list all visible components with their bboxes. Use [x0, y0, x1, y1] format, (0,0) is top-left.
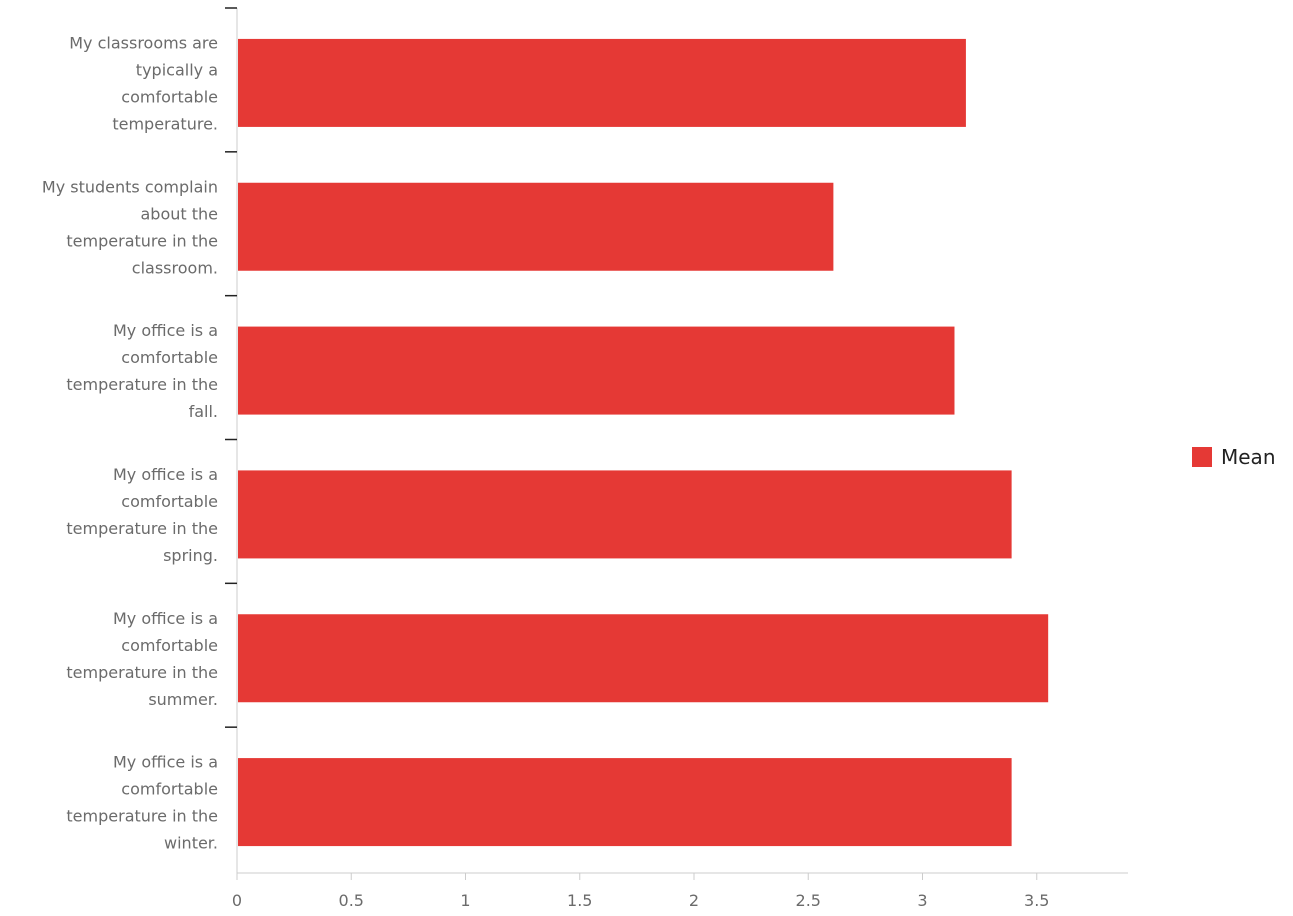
category-label-line: comfortable — [121, 87, 218, 106]
x-tick-label: 3 — [917, 891, 927, 910]
category-label-line: My office is a — [113, 609, 218, 628]
category-label-5: My office is a comfortable temperature in … — [66, 609, 218, 709]
category-label-line: My classrooms are — [69, 33, 218, 52]
category-label-line: summer. — [148, 690, 218, 709]
bar-1 — [238, 38, 966, 127]
category-label-line: temperature in the — [66, 663, 218, 682]
x-tick-label: 0 — [232, 891, 242, 910]
category-label-line: My students complain — [42, 177, 218, 196]
category-label-4: My office is a comfortable temperature in … — [66, 465, 218, 565]
category-label-2: My students complain about the temperature… — [42, 177, 218, 277]
x-tick-label: 1 — [460, 891, 470, 910]
legend-label: Mean — [1221, 445, 1276, 469]
category-label-line: fall. — [189, 402, 218, 421]
category-label-line: temperature. — [112, 114, 218, 133]
category-label-6: My office is a comfortable temperature in … — [66, 753, 218, 853]
category-label-line: temperature in the — [66, 375, 218, 394]
bar-3 — [238, 326, 955, 415]
category-label-line: comfortable — [121, 492, 218, 511]
category-label-line: about the — [140, 204, 218, 223]
category-label-line: temperature in the — [66, 519, 218, 538]
bar-4 — [238, 470, 1012, 559]
category-label-1: My classrooms are typically a comfortable t… — [69, 33, 218, 133]
x-tick-label: 2 — [689, 891, 699, 910]
category-label-line: comfortable — [121, 636, 218, 655]
category-label-line: classroom. — [132, 258, 218, 277]
category-label-line: winter. — [164, 834, 218, 853]
category-label-3: My office is a comfortable temperature in … — [66, 321, 218, 421]
x-tick-label: 3.5 — [1024, 891, 1049, 910]
category-label-line: typically a — [136, 60, 218, 79]
bar-6 — [238, 758, 1012, 847]
bar-5 — [238, 614, 1049, 703]
legend-swatch — [1192, 447, 1212, 467]
category-label-line: temperature in the — [66, 807, 218, 826]
category-label-line: My office is a — [113, 753, 218, 772]
x-tick-label: 2.5 — [796, 891, 821, 910]
x-tick-label: 1.5 — [567, 891, 592, 910]
category-label-line: comfortable — [121, 348, 218, 367]
category-label-line: My office is a — [113, 465, 218, 484]
category-label-line: temperature in the — [66, 231, 218, 250]
bar-2 — [238, 182, 834, 271]
x-tick-label: 0.5 — [339, 891, 364, 910]
category-label-line: comfortable — [121, 780, 218, 799]
category-label-line: My office is a — [113, 321, 218, 340]
category-label-line: spring. — [163, 546, 218, 565]
